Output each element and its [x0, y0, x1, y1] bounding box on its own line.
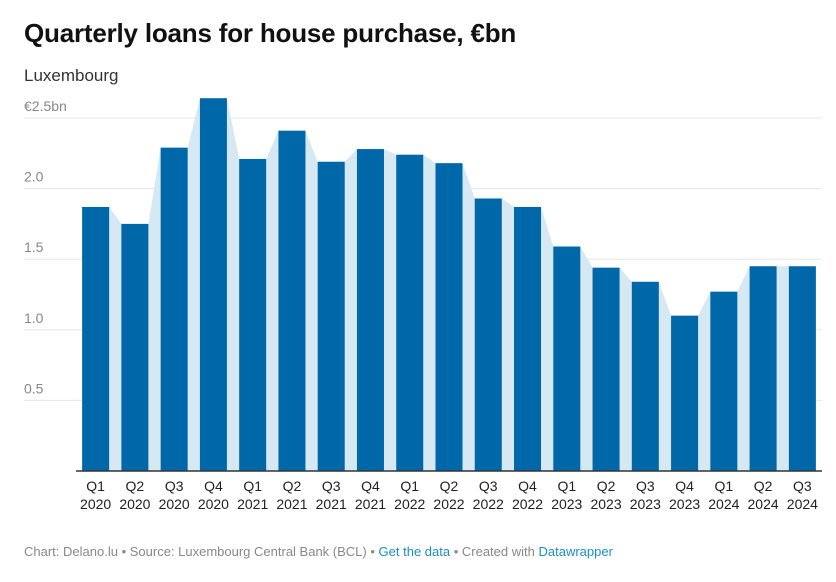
- x-tick-year: 2021: [276, 496, 307, 512]
- bar: [160, 147, 188, 472]
- x-tick-quarter: Q3: [322, 478, 341, 494]
- x-tick-quarter: Q2: [597, 478, 616, 494]
- x-tick-quarter: Q1: [714, 478, 733, 494]
- datawrapper-link[interactable]: Datawrapper: [538, 544, 613, 559]
- x-tick-label: Q3 2024: [787, 478, 818, 512]
- x-tick-year: 2021: [355, 496, 386, 512]
- x-tick-label: Q2 2021: [276, 478, 307, 512]
- x-tick-label: Q1 2023: [551, 478, 582, 512]
- footer-separator: •: [366, 544, 379, 559]
- x-tick-quarter: Q4: [204, 478, 223, 494]
- x-tick-year: 2020: [119, 496, 150, 512]
- bar: [199, 98, 227, 472]
- footer-separator: •: [117, 544, 130, 559]
- x-tick-label: Q2 2023: [590, 478, 621, 512]
- x-tick-label: Q1 2024: [708, 478, 739, 512]
- x-tick-quarter: Q1: [557, 478, 576, 494]
- bar: [396, 154, 424, 471]
- chart-footer: Chart: Delano.lu • Source: Luxembourg Ce…: [24, 544, 613, 559]
- x-tick-year: 2020: [198, 496, 229, 512]
- x-tick-quarter: Q4: [518, 478, 537, 494]
- y-tick-label: 0.5: [24, 380, 44, 396]
- x-axis-ticks: Q1 2020 Q2 2020 Q3 2020 Q4 2020 Q1 2021 Q2 2021 Q3 20…: [80, 478, 818, 512]
- bar: [671, 315, 699, 471]
- x-tick-label: Q1 2021: [237, 478, 268, 512]
- bar-chart: 0.5 1.0 1.5 2.0 €2.5bn Q1 2020 Q2 2020 Q3 2020 Q4 2…: [24, 98, 822, 512]
- bar: [788, 266, 816, 471]
- x-tick-label: Q1 2020: [80, 478, 111, 512]
- x-tick-quarter: Q1: [86, 478, 105, 494]
- bar: [317, 161, 345, 471]
- bar: [474, 198, 502, 471]
- x-tick-quarter: Q3: [165, 478, 184, 494]
- x-tick-label: Q2 2024: [748, 478, 779, 512]
- x-tick-quarter: Q4: [361, 478, 380, 494]
- x-tick-year: 2023: [669, 496, 700, 512]
- x-tick-quarter: Q1: [243, 478, 262, 494]
- get-the-data-link[interactable]: Get the data: [378, 544, 451, 559]
- x-tick-year: 2020: [159, 496, 190, 512]
- x-tick-quarter: Q3: [636, 478, 655, 494]
- x-tick-year: 2022: [394, 496, 425, 512]
- x-tick-quarter: Q2: [283, 478, 302, 494]
- x-tick-quarter: Q3: [793, 478, 812, 494]
- x-tick-year: 2023: [630, 496, 661, 512]
- x-tick-quarter: Q3: [479, 478, 498, 494]
- chart-subtitle: Luxembourg: [24, 66, 119, 85]
- x-tick-year: 2024: [708, 496, 739, 512]
- x-tick-label: Q4 2022: [512, 478, 543, 512]
- x-tick-quarter: Q2: [754, 478, 773, 494]
- x-tick-label: Q2 2022: [433, 478, 464, 512]
- x-tick-year: 2020: [80, 496, 111, 512]
- bar: [356, 149, 384, 471]
- bar: [435, 163, 463, 471]
- bar: [514, 206, 542, 471]
- bar: [278, 130, 306, 471]
- chart-title: Quarterly loans for house purchase, €bn: [24, 18, 517, 48]
- bar: [82, 206, 110, 471]
- y-tick-label: 1.0: [24, 310, 44, 326]
- y-tick-label: 1.5: [24, 239, 44, 255]
- y-tick-label: €2.5bn: [24, 98, 67, 114]
- x-tick-year: 2023: [551, 496, 582, 512]
- bar: [553, 246, 581, 471]
- bar: [592, 267, 620, 471]
- x-tick-year: 2022: [473, 496, 504, 512]
- bar: [121, 223, 149, 471]
- chart-source: Source: Luxembourg Central Bank (BCL): [129, 544, 367, 559]
- x-tick-label: Q3 2021: [316, 478, 347, 512]
- chart-credit: Chart: Delano.lu: [24, 544, 118, 559]
- x-tick-year: 2024: [748, 496, 779, 512]
- y-tick-label: 2.0: [24, 169, 44, 185]
- bars: [82, 98, 816, 472]
- x-tick-label: Q4 2021: [355, 478, 386, 512]
- x-tick-quarter: Q4: [675, 478, 694, 494]
- footer-separator: •: [450, 544, 462, 559]
- bar: [749, 266, 777, 471]
- x-tick-label: Q2 2020: [119, 478, 150, 512]
- x-tick-label: Q3 2023: [630, 478, 661, 512]
- created-with-text: Created with: [461, 544, 535, 559]
- x-tick-quarter: Q2: [440, 478, 459, 494]
- bar: [239, 158, 267, 471]
- bar: [631, 281, 659, 471]
- x-tick-label: Q1 2022: [394, 478, 425, 512]
- y-axis-ticks: 0.5 1.0 1.5 2.0 €2.5bn: [24, 98, 67, 396]
- x-tick-label: Q3 2022: [473, 478, 504, 512]
- x-tick-label: Q3 2020: [159, 478, 190, 512]
- x-tick-year: 2024: [787, 496, 818, 512]
- x-tick-label: Q4 2023: [669, 478, 700, 512]
- x-tick-year: 2023: [590, 496, 621, 512]
- x-tick-label: Q4 2020: [198, 478, 229, 512]
- x-tick-year: 2021: [316, 496, 347, 512]
- x-tick-year: 2022: [512, 496, 543, 512]
- x-tick-year: 2022: [433, 496, 464, 512]
- x-tick-year: 2021: [237, 496, 268, 512]
- bar: [710, 291, 738, 471]
- x-tick-quarter: Q2: [126, 478, 145, 494]
- x-tick-quarter: Q1: [400, 478, 419, 494]
